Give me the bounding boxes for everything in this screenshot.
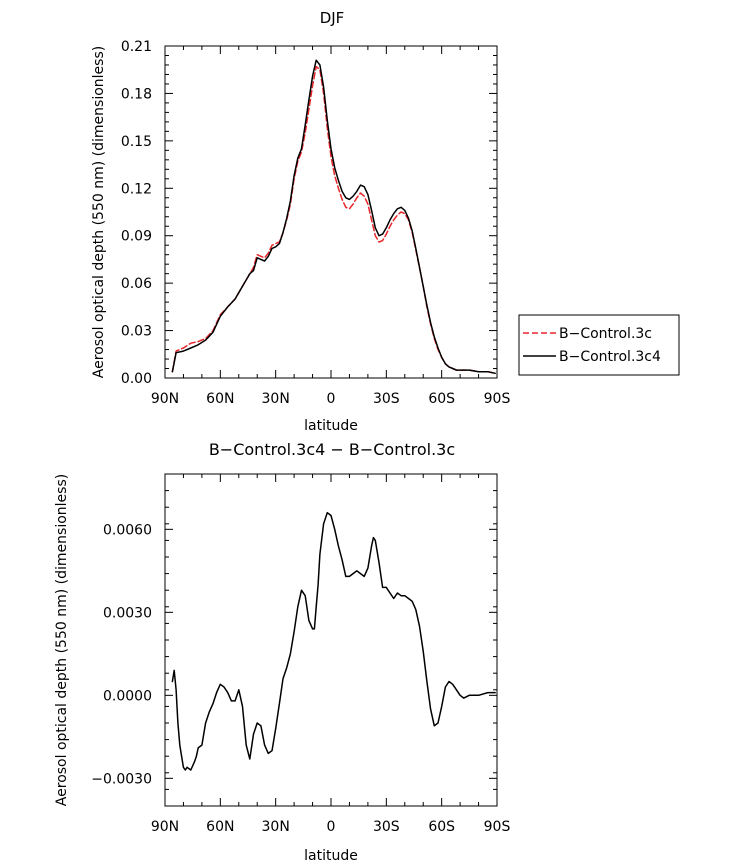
x-tick-label: 90N <box>151 391 179 407</box>
top-series-lines <box>171 59 496 375</box>
x-tick-label: 60N <box>206 819 234 835</box>
top-x-tick-labels: 90N 60N 30N 0 30S 60S 90S <box>151 391 511 407</box>
y-tick-label: 0.09 <box>121 229 152 245</box>
top-chart-title: DJF <box>320 9 345 27</box>
x-tick-label: 90N <box>151 819 179 835</box>
x-tick-label: 0 <box>327 391 336 407</box>
y-tick-label: 0.21 <box>121 39 152 55</box>
y-tick-label: 0.06 <box>121 276 152 292</box>
y-tick-label: 0.18 <box>121 86 152 102</box>
bottom-chart-title: B−Control.3c4 − B−Control.3c <box>209 440 455 459</box>
y-tick-label: 0.0060 <box>103 522 152 538</box>
bottom-plot-frame <box>164 473 498 807</box>
series-line-2-1 <box>171 511 496 771</box>
x-tick-label: 30S <box>373 391 400 407</box>
series-line-1-1 <box>171 65 496 375</box>
y-tick-label: 0.0030 <box>103 605 152 621</box>
bottom-x-tick-labels: 90N 60N 30N 0 30S 60S 90S <box>151 819 511 835</box>
top-y-tick-labels: 0.00 0.03 0.06 0.09 0.12 0.15 0.18 0.21 <box>121 39 152 387</box>
bottom-x-axis-label: latitude <box>304 848 358 864</box>
top-tick-marks <box>164 45 498 379</box>
bottom-tick-marks <box>164 473 498 807</box>
x-tick-label: 60S <box>428 819 455 835</box>
legend: B−Control.3c B−Control.3c4 <box>518 314 680 376</box>
y-tick-label: 0.15 <box>121 134 152 150</box>
top-x-axis-label: latitude <box>304 418 358 434</box>
legend-label-3c: B−Control.3c <box>559 326 652 342</box>
x-tick-label: 90S <box>484 819 511 835</box>
top-y-axis-label: Aerosol optical depth (550 nm) (dimensio… <box>91 46 107 378</box>
x-tick-label: 30N <box>262 391 290 407</box>
y-tick-label: 0.00 <box>121 371 152 387</box>
x-tick-label: 30N <box>262 819 290 835</box>
bottom-series-lines <box>171 511 496 771</box>
top-panel: DJF 0.00 0.03 0.06 0.09 0.12 0.15 0.18 0.21 90N… <box>91 9 680 434</box>
y-tick-label: 0.03 <box>121 324 152 340</box>
x-tick-label: 30S <box>373 819 400 835</box>
legend-box <box>518 314 680 376</box>
bottom-panel: B−Control.3c4 − B−Control.3c −0.0030 0.00… <box>54 440 510 864</box>
series-line-1-2 <box>171 59 496 375</box>
y-tick-label: 0.0000 <box>103 688 152 704</box>
x-tick-label: 60S <box>428 391 455 407</box>
x-tick-label: 90S <box>484 391 511 407</box>
x-tick-label: 60N <box>206 391 234 407</box>
y-tick-label: 0.12 <box>121 181 152 197</box>
legend-label-3c4: B−Control.3c4 <box>559 349 661 365</box>
x-tick-label: 0 <box>327 819 336 835</box>
bottom-y-axis-label: Aerosol optical depth (550 nm) (dimensio… <box>54 474 70 806</box>
y-tick-label: −0.0030 <box>91 771 152 787</box>
bottom-y-tick-labels: −0.0030 0.0000 0.0030 0.0060 <box>91 522 152 787</box>
